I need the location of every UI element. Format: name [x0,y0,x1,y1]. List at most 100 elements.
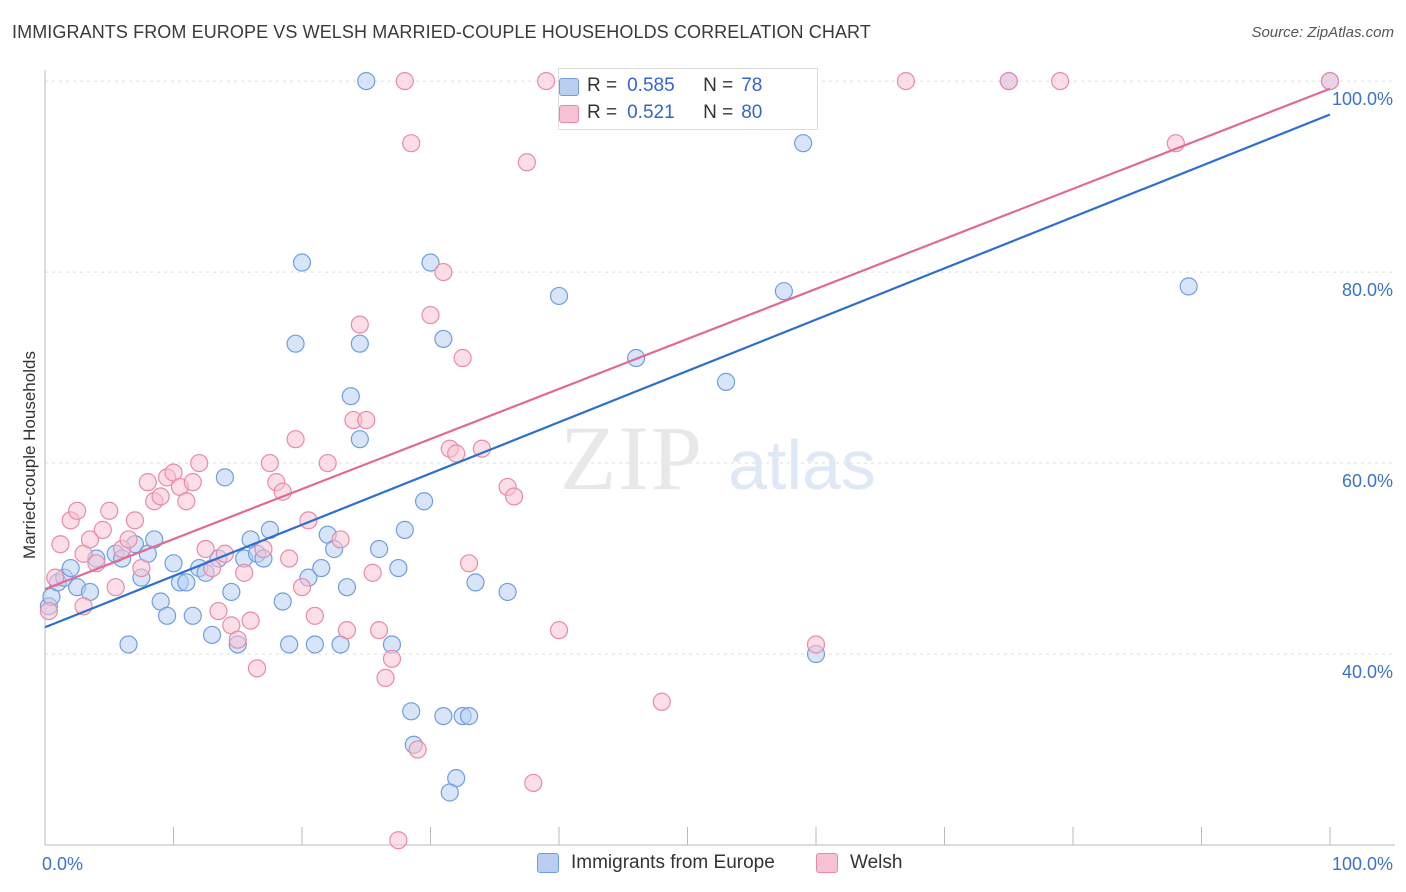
data-point [157,606,177,625]
data-point [341,387,360,406]
data-point [93,520,112,539]
y-tick-label: 40.0% [1342,662,1393,682]
data-point [292,253,312,272]
data-point [549,621,569,640]
x-tick-label: 100.0% [1332,854,1393,874]
x-tick-label: 0.0% [42,854,83,874]
legend-r-value-immigrants: 0.585 [627,75,675,96]
data-point [183,606,202,625]
data-point [260,453,279,473]
data-point [331,530,350,549]
data-point [537,71,556,91]
watermark: ZIP atlas [560,407,876,509]
data-point [447,444,466,463]
data-point [504,487,524,506]
data-point [280,549,299,568]
trend-lines [44,87,1331,629]
legend-n-label: N = [703,102,734,123]
legend-swatch-welsh [816,853,838,873]
data-point [292,578,312,597]
data-point [806,635,826,654]
data-point [498,582,517,602]
y-tick-label: 80.0% [1342,280,1393,300]
data-point [453,348,472,368]
y-tick-label: 60.0% [1342,471,1393,491]
data-point [414,492,434,511]
legend-row-immigrants: R = 0.585 N = 78 [559,73,763,99]
data-point [440,783,459,802]
trend-line-immigrants [44,113,1331,629]
data-point [370,621,389,640]
data-point [421,305,440,325]
legend-row-welsh: R = 0.521 N = 80 [559,100,763,126]
data-point [312,558,331,578]
correlation-legend: R = 0.585 N = 78 R = 0.521 N = 80 [558,68,818,130]
data-point [524,773,543,793]
data-point [459,554,479,573]
legend-label-immigrants: Immigrants from Europe [571,852,775,873]
legend-swatch-immigrants [559,78,579,96]
axes [44,70,1395,846]
data-point [395,520,414,539]
legend-n-value-immigrants: 78 [741,75,763,96]
data-point [1051,71,1070,91]
data-point [183,473,202,492]
data-point [357,71,376,91]
y-tick-label: 100.0% [1332,89,1393,109]
data-point [395,71,414,91]
data-point [337,621,357,640]
data-point [896,71,916,91]
legend-n-value-welsh: 80 [741,102,763,123]
data-point [222,582,241,602]
tick-labels: 40.0% 60.0% 80.0% 100.0% 0.0% 100.0% [42,89,1393,874]
data-point [421,253,440,272]
data-point [794,134,813,153]
data-point [1320,71,1340,91]
legend-item-immigrants[interactable]: Immigrants from Europe [537,852,775,874]
data-point [51,535,70,554]
data-point [337,578,357,597]
data-point [652,692,671,711]
watermark-zip: ZIP [560,407,704,509]
data-point [357,410,376,430]
source-label: Source: ZipAtlas.com [1251,24,1394,41]
data-point [517,153,536,172]
data-point [434,706,453,726]
data-point [999,71,1018,91]
data-point [196,539,215,559]
legend-n-label: N = [703,75,734,96]
data-point [402,134,421,153]
data-point [408,740,427,759]
legend-swatch-immigrants [537,853,559,873]
data-point [716,372,736,391]
data-point [145,530,164,549]
data-point [209,601,228,621]
legend-r-label: R = [587,102,618,123]
data-point [61,558,80,578]
trend-line-welsh [44,87,1331,591]
legend-r-value-welsh: 0.521 [627,102,675,123]
data-point [286,430,305,449]
data-point [549,286,569,306]
data-point [177,573,196,592]
data-point [164,554,183,573]
data-point [100,501,119,520]
data-point [774,282,793,301]
data-point [273,592,292,611]
legend-label-welsh: Welsh [850,852,903,873]
data-point [177,492,196,511]
data-point [466,573,485,592]
data-point [1179,277,1198,296]
legend-r-label: R = [587,75,618,96]
data-point [106,578,125,597]
data-point [132,558,151,578]
data-point [235,563,254,582]
data-point [318,453,337,473]
data-point [376,668,395,687]
legend-item-welsh[interactable]: Welsh [816,852,902,874]
data-point [119,635,138,654]
data-point [305,635,324,654]
data-point [190,453,209,473]
data-point [39,601,58,621]
